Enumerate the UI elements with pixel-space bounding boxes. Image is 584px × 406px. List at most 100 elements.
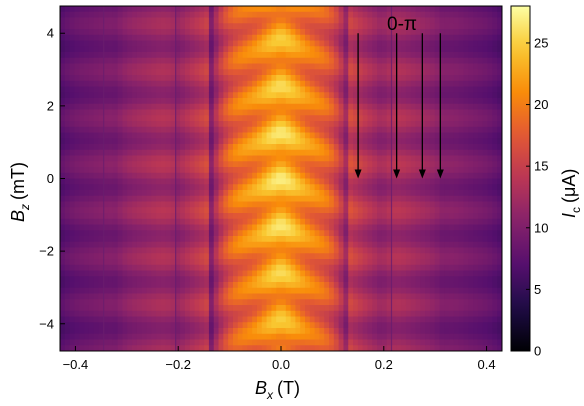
heatmap-cell xyxy=(309,328,316,335)
heatmap-cell xyxy=(156,11,162,19)
heatmap-cell xyxy=(141,109,148,116)
heatmap-cell xyxy=(367,207,373,214)
heatmap-cell xyxy=(415,52,421,59)
heatmap-cell xyxy=(353,287,359,295)
heatmap-cell xyxy=(60,63,66,70)
heatmap-cell xyxy=(353,11,359,19)
heatmap-cell xyxy=(218,172,224,180)
heatmap-cell xyxy=(151,172,157,180)
heatmap-cell xyxy=(367,190,373,197)
heatmap-cell xyxy=(458,63,465,70)
heatmap-cell xyxy=(324,17,330,24)
heatmap-cell xyxy=(228,253,234,260)
heatmap-cell xyxy=(208,293,215,300)
heatmap-cell xyxy=(372,345,378,351)
heatmap-cell xyxy=(218,132,224,139)
heatmap-cell xyxy=(429,11,436,19)
heatmap-cell xyxy=(295,75,301,82)
heatmap-cell xyxy=(425,40,431,47)
heatmap-cell xyxy=(439,287,445,295)
heatmap-cell xyxy=(199,310,205,318)
heatmap-cell xyxy=(444,29,450,36)
heatmap-cell xyxy=(329,218,335,226)
heatmap-cell xyxy=(266,103,272,111)
heatmap-cell xyxy=(160,11,167,19)
heatmap-cell xyxy=(271,161,277,168)
heatmap-cell xyxy=(136,63,143,70)
heatmap-cell xyxy=(348,34,354,42)
heatmap-cell xyxy=(348,305,354,312)
heatmap-cell xyxy=(103,34,109,42)
heatmap-cell xyxy=(69,172,76,180)
heatmap-cell xyxy=(458,46,465,53)
heatmap-cell xyxy=(276,213,282,220)
heatmap-cell xyxy=(353,201,359,208)
heatmap-cell xyxy=(429,138,436,145)
heatmap-cell xyxy=(247,29,253,36)
heatmap-cell xyxy=(439,103,445,111)
heatmap-cell xyxy=(449,103,455,111)
heatmap-cell xyxy=(218,218,224,226)
heatmap-cell xyxy=(237,287,244,295)
heatmap-cell xyxy=(117,80,124,88)
heatmap-cell xyxy=(208,207,215,214)
heatmap-cell xyxy=(84,92,90,99)
heatmap-cell xyxy=(64,69,71,76)
heatmap-cell xyxy=(401,40,407,47)
heatmap-cell xyxy=(213,305,220,312)
heatmap-cell xyxy=(276,23,282,30)
heatmap-cell xyxy=(156,63,162,70)
heatmap-cell xyxy=(372,34,378,42)
heatmap-cell xyxy=(372,126,378,134)
heatmap-cell xyxy=(396,287,402,295)
heatmap-cell xyxy=(367,224,373,231)
heatmap-cell xyxy=(60,46,66,53)
heatmap-cell xyxy=(319,190,325,197)
heatmap-cell xyxy=(449,46,455,53)
heatmap-cell xyxy=(175,293,181,300)
heatmap-cell xyxy=(93,149,100,157)
heatmap-cell xyxy=(88,149,95,157)
heatmap-cell xyxy=(160,80,167,88)
heatmap-cell xyxy=(170,224,176,231)
heatmap-cell xyxy=(362,57,369,65)
heatmap-cell xyxy=(180,201,186,208)
heatmap-cell xyxy=(194,282,200,289)
heatmap-cell xyxy=(228,98,234,105)
heatmap-cell xyxy=(74,178,80,185)
heatmap-cell xyxy=(348,345,354,351)
heatmap-cell xyxy=(156,241,162,249)
heatmap-cell xyxy=(415,11,421,19)
heatmap-cell xyxy=(103,63,109,70)
heatmap-cell xyxy=(156,328,162,335)
heatmap-cell xyxy=(60,109,66,116)
heatmap-cell xyxy=(377,213,383,220)
heatmap-cell xyxy=(271,339,277,346)
heatmap-cell xyxy=(117,63,124,70)
heatmap-cell xyxy=(160,103,167,111)
heatmap-cell xyxy=(329,115,335,122)
heatmap-cell xyxy=(434,247,441,254)
heatmap-cell xyxy=(213,224,220,231)
heatmap-cell xyxy=(98,316,104,323)
heatmap-cell xyxy=(74,253,80,260)
heatmap-cell xyxy=(199,293,205,300)
heatmap-cell xyxy=(242,121,248,128)
heatmap-cell xyxy=(84,195,90,203)
heatmap-cell xyxy=(69,247,76,254)
heatmap-cell xyxy=(305,328,311,335)
heatmap-cell xyxy=(223,333,229,341)
heatmap-cell xyxy=(69,287,76,295)
heatmap-cell xyxy=(247,270,253,277)
heatmap-cell xyxy=(228,195,234,203)
heatmap-cell xyxy=(362,46,369,53)
heatmap-cell xyxy=(429,57,436,65)
heatmap-cell xyxy=(160,218,167,226)
heatmap-cell xyxy=(261,316,268,323)
heatmap-cell xyxy=(401,270,407,277)
heatmap-cell xyxy=(386,305,393,312)
heatmap-cell xyxy=(453,328,460,335)
heatmap-cell xyxy=(261,218,268,226)
heatmap-cell xyxy=(98,167,104,174)
heatmap-cell xyxy=(156,276,162,283)
